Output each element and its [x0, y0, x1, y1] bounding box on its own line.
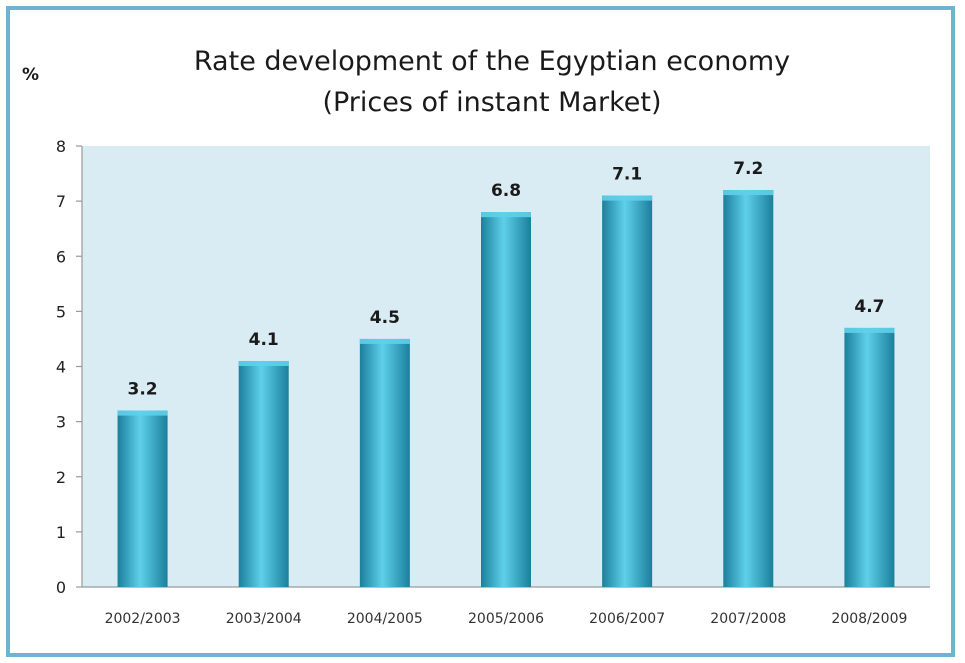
y-axis-ticks: 0 1 2 3 4 5 6 7 8: [56, 137, 82, 597]
chart-title: Rate development of the Egyptian economy: [194, 46, 790, 77]
data-label: 3.2: [128, 380, 158, 400]
y-tick-label: 2: [56, 468, 66, 487]
bar-top-highlight: [238, 360, 289, 366]
bar-2008-2009: [844, 327, 895, 587]
x-axis-ticks: 2002/2003 2003/2004 2004/2005 2005/2006 2006…: [105, 611, 908, 627]
bar-2007-2008: [723, 190, 774, 587]
data-label: 7.1: [612, 165, 642, 185]
x-tick-label: 2004/2005: [347, 611, 423, 627]
data-label: 6.8: [491, 181, 521, 201]
y-tick-label: 5: [56, 302, 66, 321]
bar-2003-2004: [238, 360, 289, 587]
bar-top-highlight: [359, 338, 410, 344]
y-tick-label: 7: [56, 192, 66, 211]
x-tick-label: 2003/2004: [226, 611, 302, 627]
bar-top-highlight: [602, 195, 653, 201]
bar-2005-2006: [481, 212, 531, 587]
x-tick-label: 2008/2009: [831, 611, 907, 627]
bar-top-highlight: [723, 190, 774, 196]
y-tick-label: 8: [56, 137, 66, 156]
chart-subtitle: (Prices of instant Market): [322, 87, 661, 118]
x-tick-label: 2007/2008: [710, 611, 786, 627]
bar-2002-2003: [117, 410, 168, 587]
bar-2006-2007: [602, 195, 653, 588]
bars: [117, 190, 895, 588]
bar-top-highlight: [117, 410, 168, 416]
data-label: 4.7: [854, 297, 884, 317]
x-tick-label: 2005/2006: [468, 611, 544, 627]
data-label: 4.5: [370, 308, 400, 328]
y-tick-label: 0: [56, 578, 66, 597]
y-tick-label: 1: [56, 523, 66, 542]
bar-top-highlight: [481, 212, 531, 218]
data-label: 4.1: [249, 330, 279, 350]
y-tick-label: 6: [56, 247, 66, 266]
y-tick-label: 4: [56, 358, 66, 377]
y-tick-label: 3: [56, 413, 66, 432]
x-tick-label: 2006/2007: [589, 611, 665, 627]
y-axis-label: %: [22, 65, 39, 85]
bar-2004-2005: [359, 338, 410, 587]
data-labels: 3.2 4.1 4.5 6.8 7.1 7.2 4.7: [128, 159, 885, 400]
bar-top-highlight: [844, 327, 895, 333]
data-label: 7.2: [733, 159, 763, 179]
x-tick-label: 2002/2003: [105, 611, 181, 627]
